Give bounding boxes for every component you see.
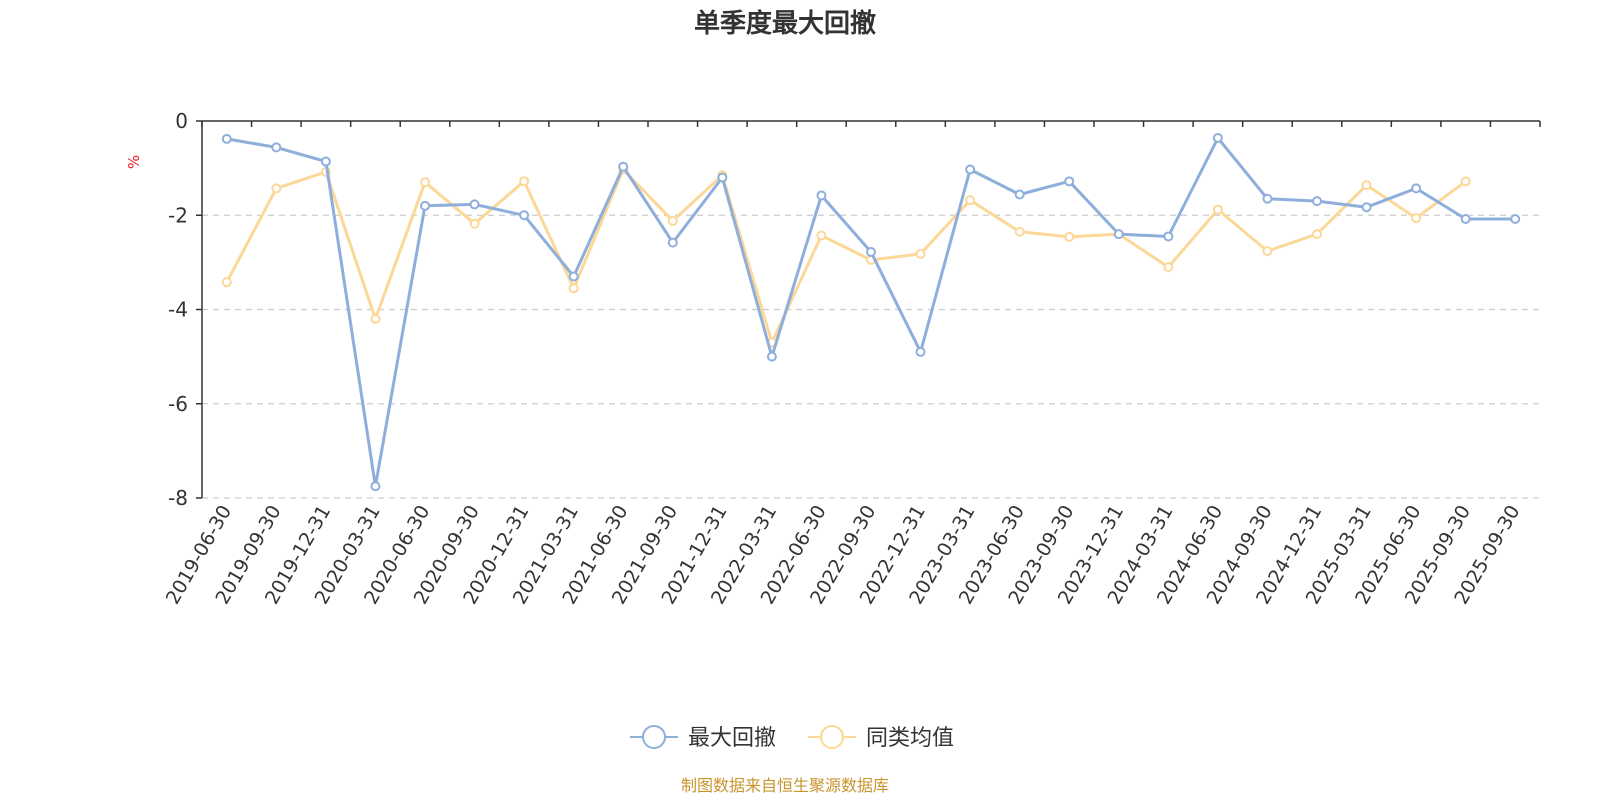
data-point bbox=[271, 183, 282, 194]
data-point bbox=[915, 346, 926, 357]
data-point bbox=[370, 481, 381, 492]
grid-lines bbox=[202, 214, 1540, 499]
data-point bbox=[1014, 226, 1025, 237]
data-point bbox=[1411, 183, 1422, 194]
data-point bbox=[667, 237, 678, 248]
data-point bbox=[1113, 229, 1124, 240]
axes bbox=[196, 120, 1541, 499]
data-point bbox=[667, 215, 678, 226]
data-point bbox=[469, 218, 480, 229]
data-point bbox=[1262, 193, 1273, 204]
data-point bbox=[568, 283, 579, 294]
data-point bbox=[1460, 176, 1471, 187]
data-point bbox=[816, 230, 827, 241]
y-tick-label: 0 bbox=[175, 109, 188, 133]
data-point bbox=[271, 142, 282, 153]
data-point bbox=[221, 277, 232, 288]
data-point bbox=[717, 172, 728, 183]
data-point bbox=[766, 351, 777, 362]
data-point bbox=[816, 190, 827, 201]
series-1 bbox=[221, 132, 1521, 492]
y-tick-labels: 0 -2 -4 -6 -8 bbox=[168, 109, 188, 510]
data-point bbox=[469, 199, 480, 210]
data-point bbox=[1312, 229, 1322, 240]
data-point bbox=[1460, 214, 1471, 225]
data-point bbox=[1163, 262, 1174, 273]
data-point bbox=[1212, 204, 1223, 215]
data-point bbox=[320, 156, 331, 167]
x-tick-labels: 2019-06-302019-09-302019-12-312020-03-31… bbox=[162, 502, 1525, 609]
series-line bbox=[225, 168, 1467, 344]
data-point bbox=[1411, 213, 1422, 224]
legend-label: 同类均值 bbox=[866, 726, 954, 751]
data-point bbox=[1064, 176, 1075, 187]
data-point bbox=[370, 313, 381, 324]
data-point bbox=[965, 195, 976, 206]
y-axis-unit: % bbox=[125, 155, 143, 169]
data-point bbox=[866, 247, 876, 258]
data-point bbox=[519, 210, 530, 221]
data-source-note: 制图数据来自恒生聚源数据库 bbox=[681, 776, 889, 795]
legend-marker-icon bbox=[642, 725, 666, 749]
y-tick-label: -8 bbox=[168, 486, 188, 510]
data-point bbox=[568, 271, 579, 282]
data-point bbox=[618, 161, 629, 172]
data-point bbox=[1510, 214, 1521, 225]
y-tick-label: -2 bbox=[168, 203, 188, 227]
legend[interactable]: 最大回撤 同类均值 bbox=[630, 725, 954, 751]
legend-item-2[interactable]: 同类均值 bbox=[808, 725, 954, 751]
data-point bbox=[1163, 231, 1174, 242]
data-point bbox=[420, 177, 430, 188]
data-point bbox=[420, 200, 430, 211]
chart-title: 单季度最大回撤 bbox=[694, 8, 876, 39]
data-point bbox=[915, 248, 926, 259]
data-point bbox=[1262, 246, 1273, 257]
legend-marker-icon bbox=[820, 725, 844, 749]
series-lines bbox=[221, 132, 1521, 492]
data-point bbox=[221, 133, 232, 144]
data-point bbox=[519, 176, 530, 187]
y-tick-label: -6 bbox=[168, 392, 188, 416]
data-point bbox=[1361, 202, 1372, 213]
data-point bbox=[1361, 180, 1372, 191]
data-point bbox=[1312, 196, 1322, 207]
data-point bbox=[1014, 189, 1025, 200]
y-tick-label: -4 bbox=[168, 298, 188, 322]
data-point bbox=[965, 164, 976, 175]
legend-item-1[interactable]: 最大回撤 bbox=[630, 725, 776, 751]
data-point bbox=[1064, 231, 1075, 242]
series-2 bbox=[221, 164, 1471, 348]
data-point bbox=[1212, 132, 1223, 143]
legend-label: 最大回撤 bbox=[688, 726, 776, 751]
series-line bbox=[226, 136, 1516, 488]
